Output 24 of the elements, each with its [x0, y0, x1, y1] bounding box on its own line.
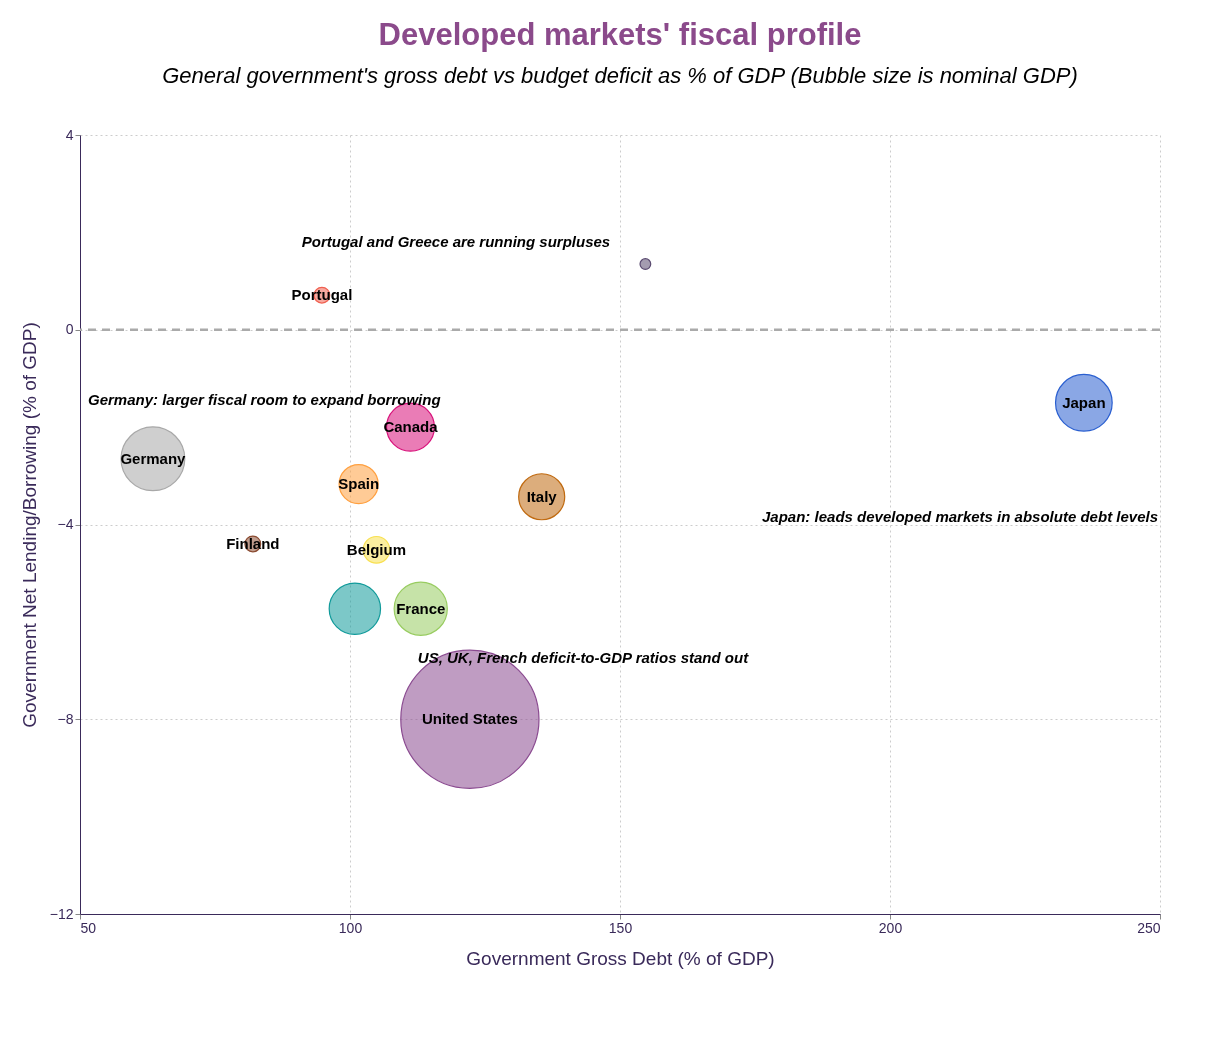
series-label: United States — [421, 710, 518, 728]
series-label: Italy — [526, 487, 558, 505]
annotation: Japan: leads developed markets in absolute debt levels — [762, 508, 1158, 525]
x-tick-label: 150 — [608, 919, 633, 936]
chart-title: Developed markets' fiscal profile — [378, 17, 862, 52]
annotation: Germany: larger fiscal room to expand borrowing — [88, 391, 441, 408]
x-tick-label: 250 — [1137, 919, 1161, 936]
y-tick-label: 0 — [65, 321, 74, 338]
x-tick-label: 200 — [878, 919, 903, 936]
annotation: US, UK, French deficit-to-GDP ratios stand out — [417, 649, 750, 666]
series-label: Spain — [338, 475, 380, 493]
x-tick-label: 50 — [80, 919, 97, 936]
y-tick-label: −4 — [57, 516, 74, 532]
x-tick-label: 100 — [338, 919, 363, 936]
series-label: France — [396, 599, 446, 617]
y-tick-label: −8 — [57, 710, 74, 727]
y-axis-title: Government Net Lending/Borrowing (% of GDP) — [18, 322, 40, 728]
annotation: Portugal and Greece are running surpluses — [301, 233, 611, 250]
chart-subtitle: General government's gross debt vs budget deficit as % of GDP (Bubble size is nominal GDP) — [162, 63, 1078, 88]
series-label: Japan — [1062, 393, 1106, 411]
y-tick-label: 4 — [65, 126, 74, 143]
y-tick-label: −12 — [49, 905, 74, 922]
x-axis-title: Government Gross Debt (% of GDP) — [466, 947, 775, 969]
series-label: Germany — [120, 449, 187, 467]
